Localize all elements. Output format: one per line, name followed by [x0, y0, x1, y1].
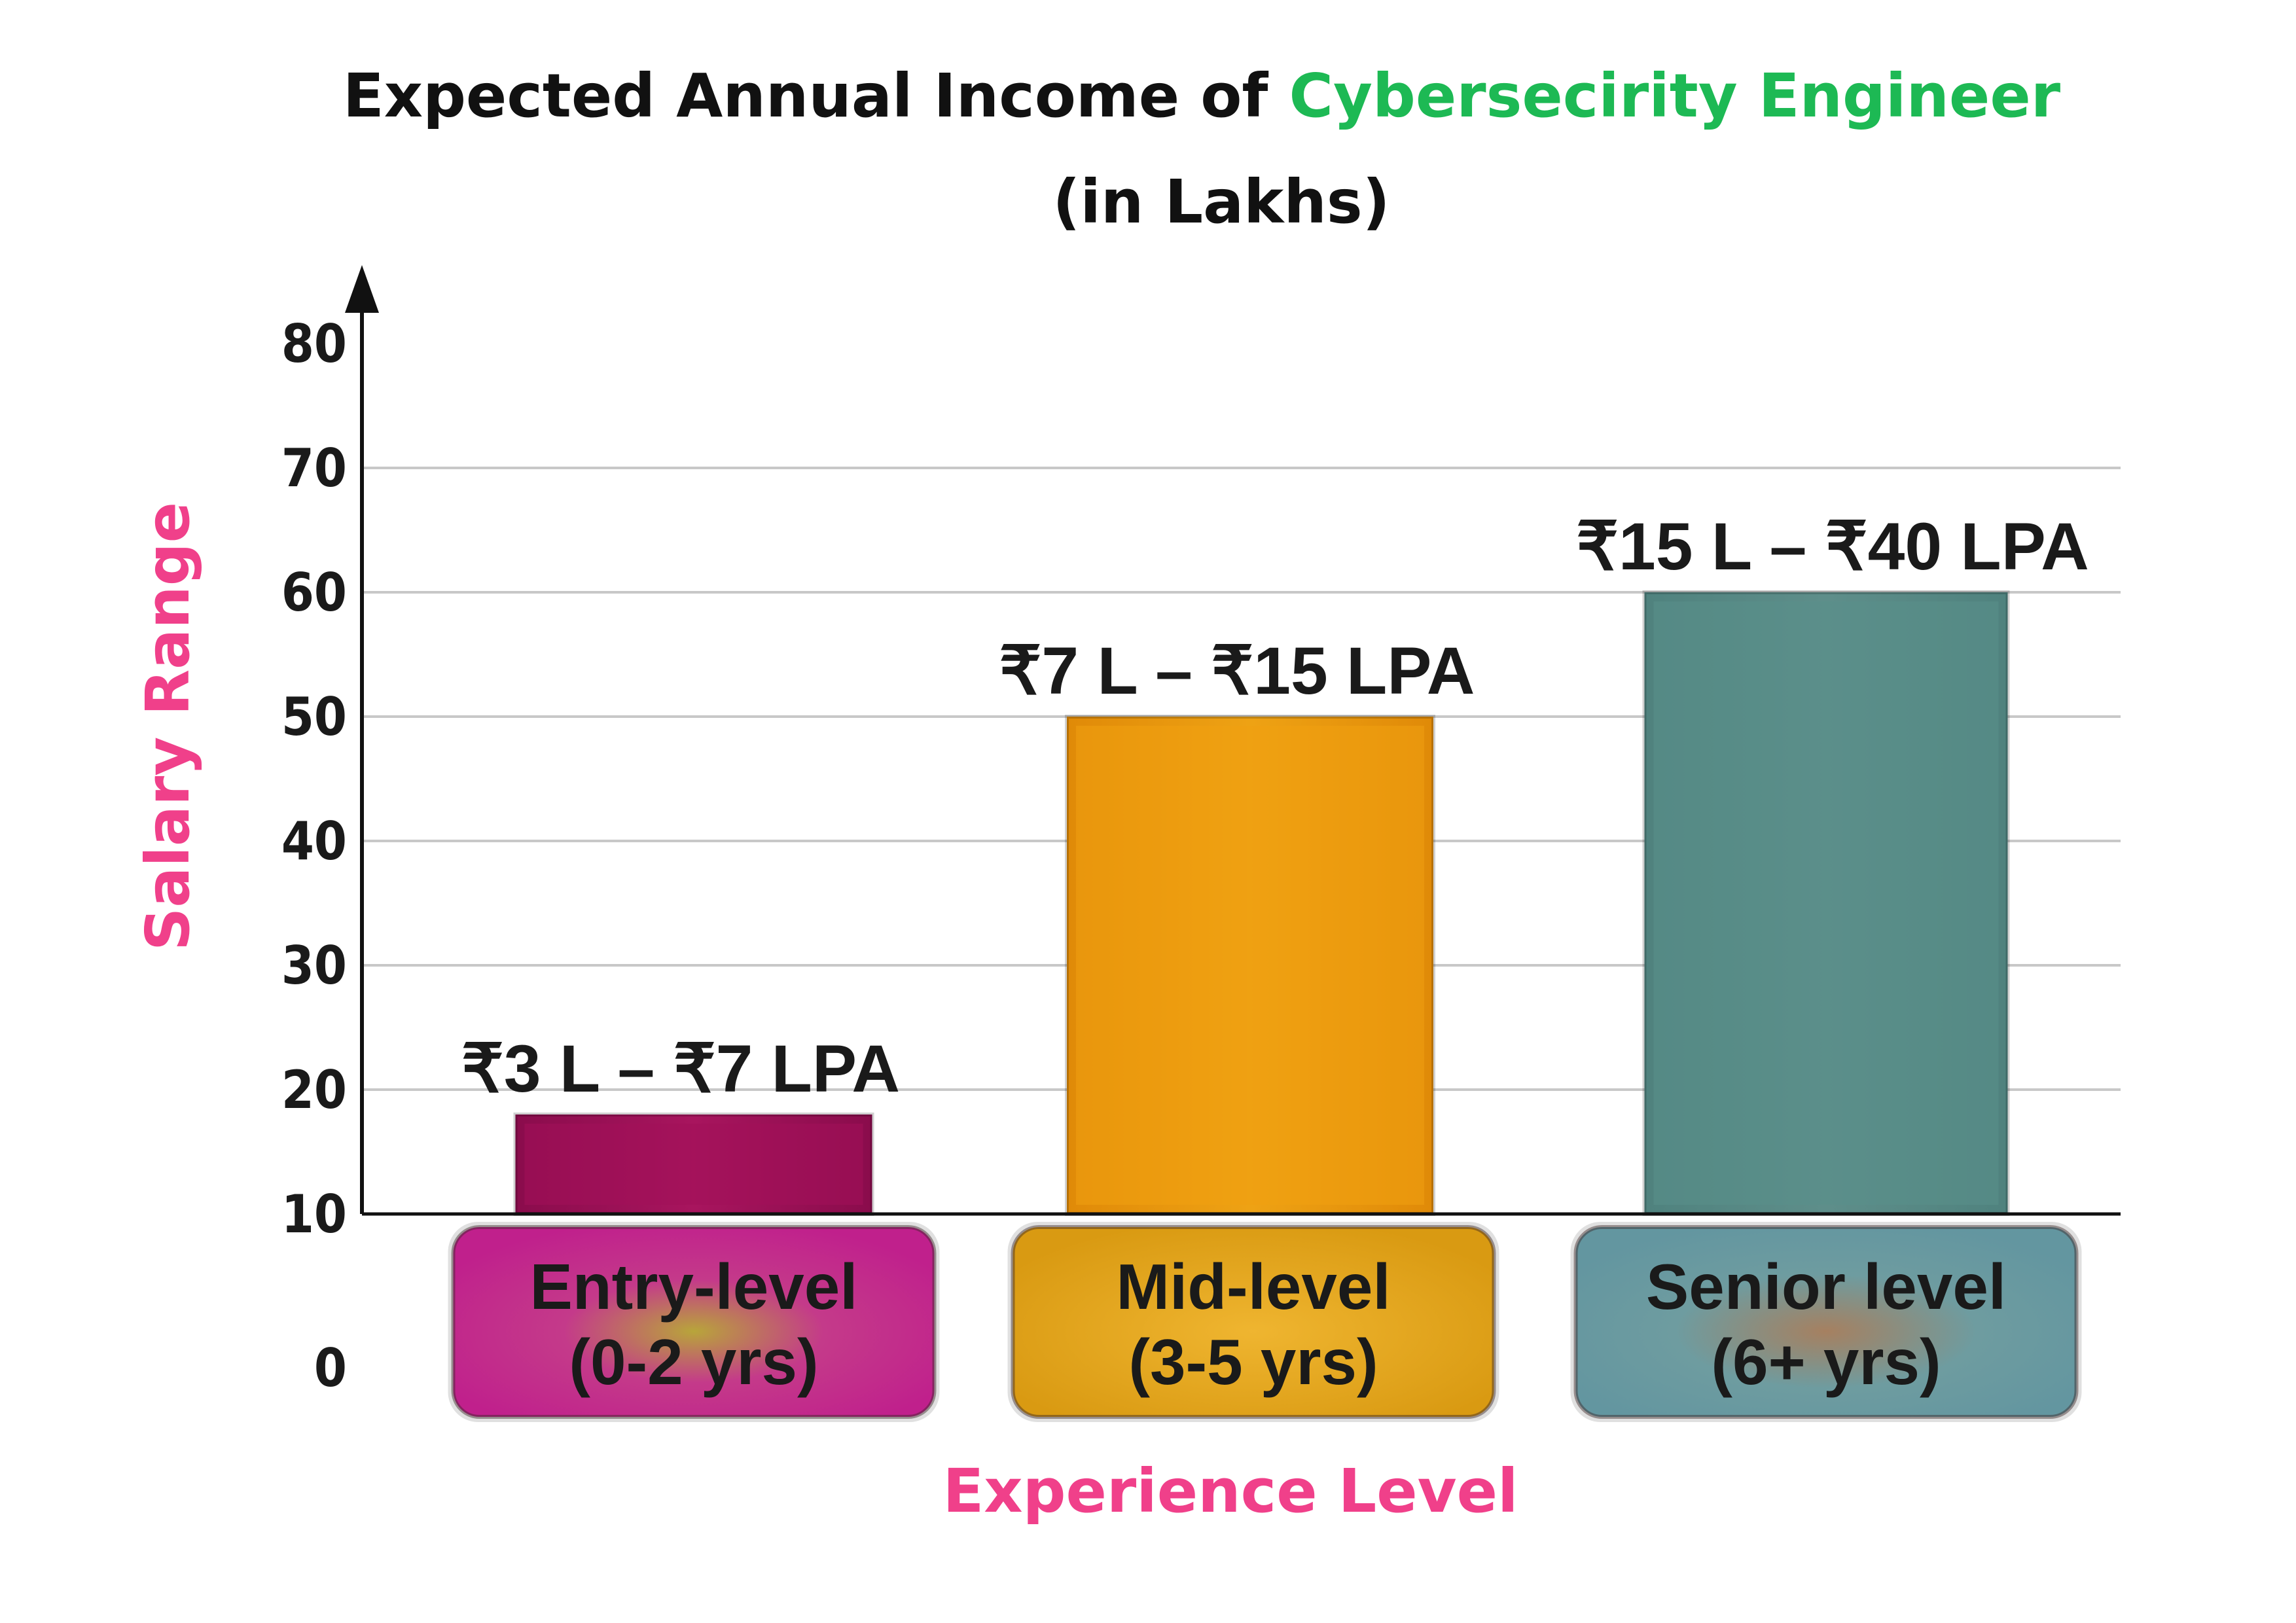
category-boxes: Entry-level(0-2 yrs) Mid-level(3-5 yrs) Se… — [448, 1222, 2082, 1422]
category-label-line1: Senior level — [1646, 1251, 2006, 1323]
category-label-line2: (3-5 yrs) — [1128, 1326, 1378, 1398]
category-label-line1: Mid-level — [1116, 1251, 1390, 1323]
category-label-line2: (0-2 yrs) — [569, 1326, 818, 1398]
y-tick-label: 10 — [281, 1184, 347, 1245]
y-tick-label: 0 — [314, 1338, 347, 1399]
y-tick-label: 70 — [281, 438, 347, 499]
y-tick-labels: 0 10 20 30 40 50 60 70 80 — [281, 313, 347, 1399]
chart-title-highlight: Cybersecirity Engineer — [1289, 61, 2060, 131]
y-tick-label: 20 — [281, 1060, 347, 1120]
bar-face-1 — [1076, 726, 1424, 1205]
data-label-2: ₹15 L – ₹40 LPA — [1576, 509, 2089, 584]
bars — [513, 590, 2010, 1216]
chart-subtitle: (in Lakhs) — [1052, 167, 1390, 237]
bar-face-0 — [524, 1124, 863, 1205]
y-tick-label: 40 — [281, 811, 347, 872]
data-labels: ₹3 L – ₹7 LPA ₹7 L – ₹15 LPA ₹15 L – ₹40 L… — [461, 509, 2089, 1106]
x-axis-label: Experience Level — [942, 1456, 1518, 1526]
category-box-1 — [1011, 1225, 1496, 1419]
y-tick-label: 80 — [281, 313, 347, 374]
y-axis-label: Salary Range — [133, 502, 203, 951]
y-axis-arrow-icon — [345, 265, 379, 313]
category-box-2 — [1573, 1225, 2079, 1419]
category-box-0 — [451, 1225, 937, 1419]
axes — [345, 265, 2121, 1216]
chart-title-prefix: Expected Annual Income of — [343, 61, 1289, 131]
y-tick-label: 30 — [281, 935, 347, 996]
chart-title: Expected Annual Income of Cybersecirity … — [343, 61, 2061, 131]
y-tick-label: 60 — [281, 562, 347, 623]
data-label-1: ₹7 L – ₹15 LPA — [999, 633, 1475, 708]
bar-face-2 — [1653, 601, 1999, 1205]
category-label-line1: Entry-level — [529, 1251, 857, 1323]
category-label-line2: (6+ yrs) — [1711, 1326, 1941, 1398]
data-label-0: ₹3 L – ₹7 LPA — [461, 1031, 900, 1106]
y-tick-label: 50 — [281, 687, 347, 747]
